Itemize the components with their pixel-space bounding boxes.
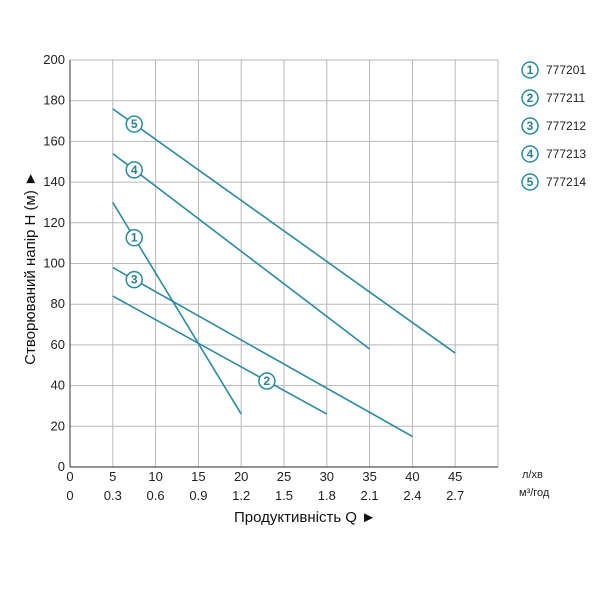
- y-tick-label: 60: [51, 337, 65, 352]
- x-tick-label-primary: 10: [148, 469, 162, 484]
- x-tick-label-secondary: 2.1: [361, 488, 379, 503]
- x-tick-label-secondary: 0: [66, 488, 73, 503]
- y-tick-label: 80: [51, 296, 65, 311]
- legend-marker: [521, 117, 539, 135]
- x-tick-label-primary: 45: [448, 469, 462, 484]
- legend-label: 777211: [546, 91, 585, 105]
- y-axis-title: Створюваний напір H (м) ►: [22, 171, 39, 365]
- legend-marker: [521, 61, 539, 79]
- legend-marker: [521, 145, 539, 163]
- x-tick-label-primary: 5: [109, 469, 116, 484]
- y-tick-label: 160: [43, 133, 65, 148]
- legend-marker-number: 1: [527, 63, 534, 77]
- x-tick-label-secondary: 2.7: [446, 488, 464, 503]
- x-tick-label-secondary: 1.8: [318, 488, 336, 503]
- x-tick-label-primary: 20: [234, 469, 248, 484]
- x-tick-label-secondary: 0.9: [189, 488, 207, 503]
- x-tick-label-secondary: 0.3: [104, 488, 122, 503]
- legend-marker: [521, 173, 539, 191]
- y-tick-label: 140: [43, 174, 65, 189]
- series-line-777213: [112, 152, 371, 350]
- series-marker-number: 3: [131, 273, 138, 287]
- y-tick-label: 100: [43, 256, 65, 271]
- series-marker-777201: [125, 228, 143, 247]
- x-tick-label-secondary: 1.2: [232, 488, 250, 503]
- series-marker-777213: [125, 161, 143, 179]
- y-tick-label: 180: [43, 93, 65, 108]
- legend: 1 777201 2 777211 3 777212 4 777213 5 777214: [521, 61, 586, 191]
- legend-label: 777213: [546, 147, 586, 161]
- legend-marker-number: 5: [527, 175, 534, 189]
- x-tick-label-primary: 15: [191, 469, 205, 484]
- x-tick-label-secondary: 0.6: [147, 488, 165, 503]
- y-tick-label: 40: [51, 378, 65, 393]
- x-tick-label-secondary: 2.4: [403, 488, 421, 503]
- legend-label: 777212: [546, 119, 586, 133]
- y-tick-label: 200: [43, 52, 65, 67]
- series-marker-number: 4: [131, 163, 138, 177]
- axes: [69, 60, 498, 468]
- x-tick-label-primary: 40: [405, 469, 419, 484]
- series-line-777212: [112, 266, 413, 438]
- series-marker-number: 1: [131, 231, 138, 245]
- y-tick-label: 0: [58, 459, 65, 474]
- x-tick-label-primary: 30: [320, 469, 334, 484]
- series-marker-number: 2: [264, 374, 271, 388]
- series-line-777214: [112, 108, 456, 354]
- x-axis-title: Продуктивність Q ►: [234, 509, 376, 526]
- x-tick-label-primary: 0: [66, 469, 73, 484]
- legend-marker-number: 3: [527, 119, 534, 133]
- series-markers: 1 2 3 4 5: [125, 115, 276, 390]
- series-marker-777212: [125, 270, 143, 289]
- x-tick-label-secondary: 1.5: [275, 488, 293, 503]
- series-marker-777214: [125, 115, 143, 133]
- legend-marker: [521, 89, 539, 107]
- x-tick-label-primary: 35: [362, 469, 376, 484]
- series-marker-777211: [258, 372, 276, 390]
- x-tick-labels-secondary: 0 0.3 0.6 0.9 1.2 1.5 1.8 2.1 2.4 2.7: [66, 488, 464, 503]
- x-unit-secondary: м³/год: [519, 487, 550, 499]
- y-tick-label: 20: [51, 418, 65, 433]
- x-tick-labels-primary: 0 5 10 15 20 25 30 35 40 45: [66, 469, 462, 484]
- y-tick-labels: 0 20 40 60 80 100 120 140 160 180 200: [43, 52, 65, 474]
- legend-marker-number: 2: [527, 91, 534, 105]
- x-tick-label-primary: 25: [277, 469, 291, 484]
- series-line-777211: [112, 295, 328, 415]
- y-tick-label: 120: [43, 215, 65, 230]
- legend-label: 777201: [546, 63, 586, 77]
- x-unit-primary: л/хв: [522, 469, 543, 481]
- legend-marker-number: 4: [527, 147, 534, 161]
- legend-label: 777214: [546, 175, 586, 189]
- series-marker-number: 5: [131, 117, 138, 131]
